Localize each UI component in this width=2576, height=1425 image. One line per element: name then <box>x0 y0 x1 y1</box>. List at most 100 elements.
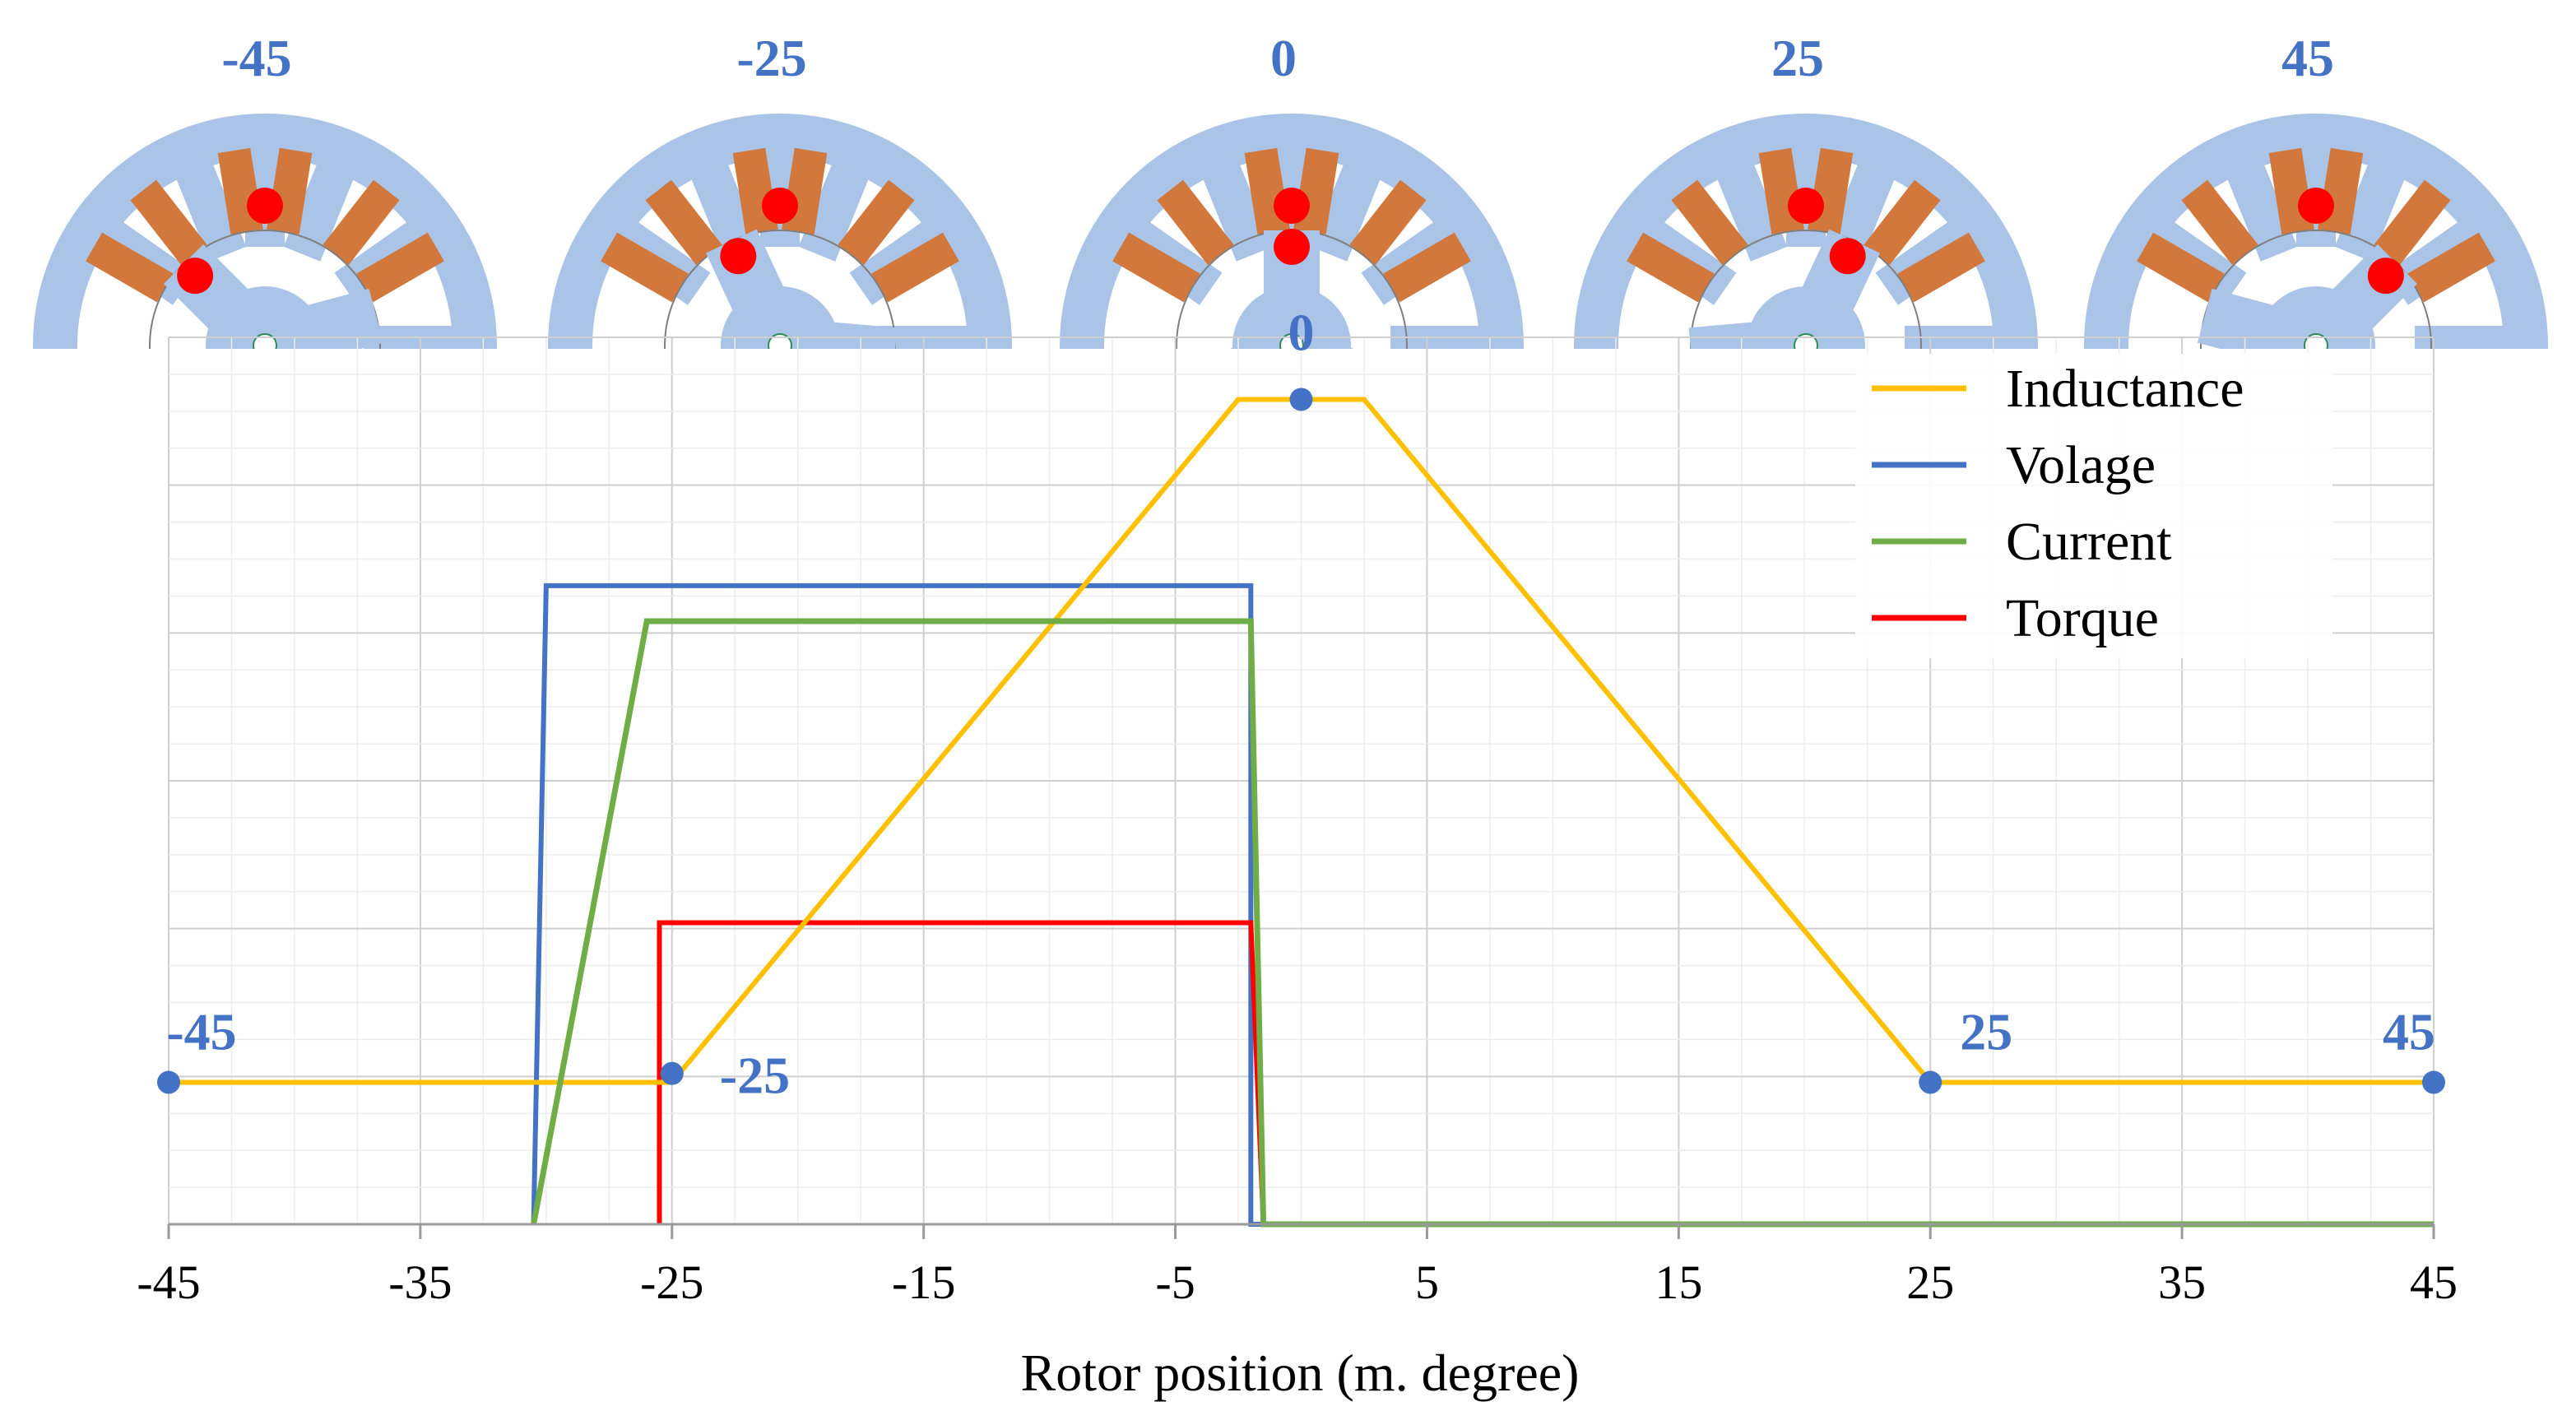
legend: Inductance Volage Current Torque <box>1855 354 2332 658</box>
rotor <box>1177 230 1406 349</box>
coil-block <box>2181 179 2258 265</box>
coil-slot <box>323 179 400 265</box>
rotor-pole-body <box>777 318 898 349</box>
rotor-angle-label: 25 <box>1771 29 1824 87</box>
rotor-pole <box>1278 321 1406 349</box>
stator-tooth <box>687 155 762 262</box>
data-marker <box>1289 388 1313 411</box>
x-axis: -45 -35 -25 -15 -5 5 15 25 35 45 <box>137 1223 2458 1309</box>
conductor-dot <box>720 238 757 275</box>
coil-block <box>871 232 959 303</box>
rotor-diagram: 25 <box>1574 29 2038 349</box>
data-marker <box>1919 1070 1942 1094</box>
stator-tooth-body <box>2223 155 2298 262</box>
rotor-diagram: -45 <box>33 29 497 475</box>
rotor-angle-label: 45 <box>2281 29 2334 87</box>
stator-tooth-body <box>1713 155 1788 262</box>
conductor-dot <box>762 188 798 224</box>
legend-entry: Inductance <box>2006 359 2244 419</box>
coil-block <box>1671 179 1748 265</box>
rotor-pole <box>207 338 292 349</box>
conductor-dot <box>1788 188 1824 224</box>
coil-block <box>1112 232 1200 303</box>
stator-tooth <box>1199 155 1274 262</box>
coil-slot <box>1897 232 1985 303</box>
coil-block <box>1383 232 1471 303</box>
coil-slot <box>838 179 915 265</box>
rotor-pole-body <box>1264 230 1320 346</box>
conductor-dot <box>1274 229 1310 265</box>
coil-block <box>1157 179 1234 265</box>
coil-slot <box>1671 179 1748 265</box>
rotor-pole <box>258 288 384 349</box>
coil-block <box>2407 232 2495 303</box>
rotor-pole-body <box>1177 321 1306 349</box>
coil-slot <box>1627 232 1715 303</box>
stator-tooth-body <box>1199 155 1274 262</box>
x-tick-label: 25 <box>1906 1256 1954 1309</box>
marker-label: -25 <box>720 1047 790 1105</box>
coil-block <box>645 179 722 265</box>
stator-tooth-body <box>2386 386 2490 475</box>
series-line-torque <box>657 920 2434 1227</box>
coil-slot <box>1157 179 1234 265</box>
stator-tooth-body <box>283 155 358 262</box>
rotor-body <box>1574 114 2038 349</box>
plot-area: -45 -25 0 25 45 -45 -35 -25 -15 -5 5 15 25 35 45 <box>137 303 2458 1309</box>
stator-tooth <box>2334 155 2409 262</box>
conductor-dot <box>1829 238 1866 275</box>
coil-block <box>838 179 915 265</box>
rotor-angle-label: 0 <box>1270 29 1297 87</box>
rotor-angle-label: -25 <box>736 29 806 87</box>
coil-block <box>323 179 400 265</box>
coil-block <box>1897 232 1985 303</box>
legend-entry: Current <box>2006 512 2172 572</box>
x-tick-label: -35 <box>388 1256 452 1309</box>
legend-entry: Torque <box>2006 588 2159 648</box>
stator-tooth <box>2223 155 2298 262</box>
data-marker <box>2422 1070 2445 1094</box>
data-marker <box>660 1061 684 1085</box>
conductor-dot <box>2298 188 2334 224</box>
coil-block <box>2374 179 2451 265</box>
stator-tooth-body <box>335 386 439 475</box>
coil-slot <box>1349 179 1427 265</box>
coil-slot <box>356 232 444 303</box>
stator-tooth-body <box>798 155 873 262</box>
stator-tooth-body <box>1824 155 1899 262</box>
stator-tooth-body <box>1310 155 1385 262</box>
rotor-body <box>548 114 1012 475</box>
rotor-pole <box>1264 230 1320 346</box>
rotor-angle-label: -45 <box>221 29 291 87</box>
x-tick-label: 5 <box>1415 1256 1439 1309</box>
coil-block <box>1627 232 1715 303</box>
marker-label: -45 <box>166 1003 236 1061</box>
x-tick-label: -45 <box>137 1256 200 1309</box>
marker-label: 0 <box>1288 303 1315 361</box>
rotor-diagram-row: -45 -25 0 25 45 <box>33 29 2548 475</box>
rotor-pole <box>1177 321 1306 349</box>
stator-tooth-body <box>850 386 954 475</box>
coil-slot <box>645 179 722 265</box>
stator-tooth <box>172 155 247 262</box>
stator-tooth-body <box>172 155 247 262</box>
legend-entry: Volage <box>2006 435 2156 495</box>
rotor-pole-body <box>258 288 384 349</box>
coil-slot <box>871 232 959 303</box>
stator-tooth <box>283 155 358 262</box>
stator-tooth-body <box>2334 155 2409 262</box>
coil-block <box>1349 179 1427 265</box>
data-marker <box>157 1070 180 1094</box>
coil-block <box>86 232 174 303</box>
coil-block <box>601 232 689 303</box>
stator-tooth <box>850 386 954 475</box>
rotor-pole-body <box>207 338 292 349</box>
rotor-pole-body <box>1278 321 1406 349</box>
airgap-circle <box>2200 230 2432 349</box>
rotor-body <box>2084 114 2548 475</box>
conductor-dot <box>177 258 214 295</box>
coil-block <box>2137 232 2225 303</box>
marker-layer: -45 -25 0 25 45 <box>157 303 2445 1105</box>
conductor-dot <box>247 188 283 224</box>
